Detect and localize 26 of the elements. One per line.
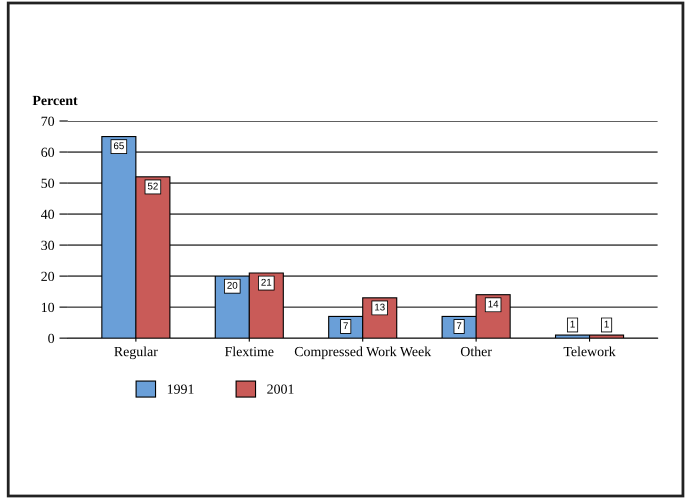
data-label: 1 [604, 320, 609, 328]
x-tick-label: Telework [564, 346, 616, 356]
y-axis-title: Percent [32, 96, 78, 106]
data-label: 21 [261, 278, 272, 286]
x-tick-label: Regular [114, 346, 158, 360]
data-label: 1 [570, 320, 575, 328]
data-label: 13 [375, 304, 385, 311]
y-tick-label: 50 [42, 178, 54, 188]
y-tick-label: 20 [41, 272, 54, 282]
data-label: 14 [488, 300, 498, 308]
data-label: 7 [456, 322, 462, 330]
x-tick-label: Flextime [225, 346, 274, 356]
y-tick-label: 70 [42, 116, 54, 126]
data-label: 52 [148, 182, 158, 190]
x-tick-label: Compressed Work Week [294, 346, 432, 360]
y-tick-label: 40 [41, 210, 54, 220]
data-label: 7 [343, 322, 348, 330]
data-label: 20 [227, 282, 238, 289]
legend-label: 1991 [168, 384, 194, 394]
x-tick-label: Other [460, 346, 492, 356]
y-tick-label: 60 [41, 148, 54, 157]
y-tick-label: 0 [48, 334, 54, 344]
y-tick-label: 30 [41, 240, 54, 250]
data-label: 65 [114, 142, 124, 150]
y-tick-label: 10 [42, 302, 54, 312]
legend-label: 2001 [267, 384, 294, 394]
